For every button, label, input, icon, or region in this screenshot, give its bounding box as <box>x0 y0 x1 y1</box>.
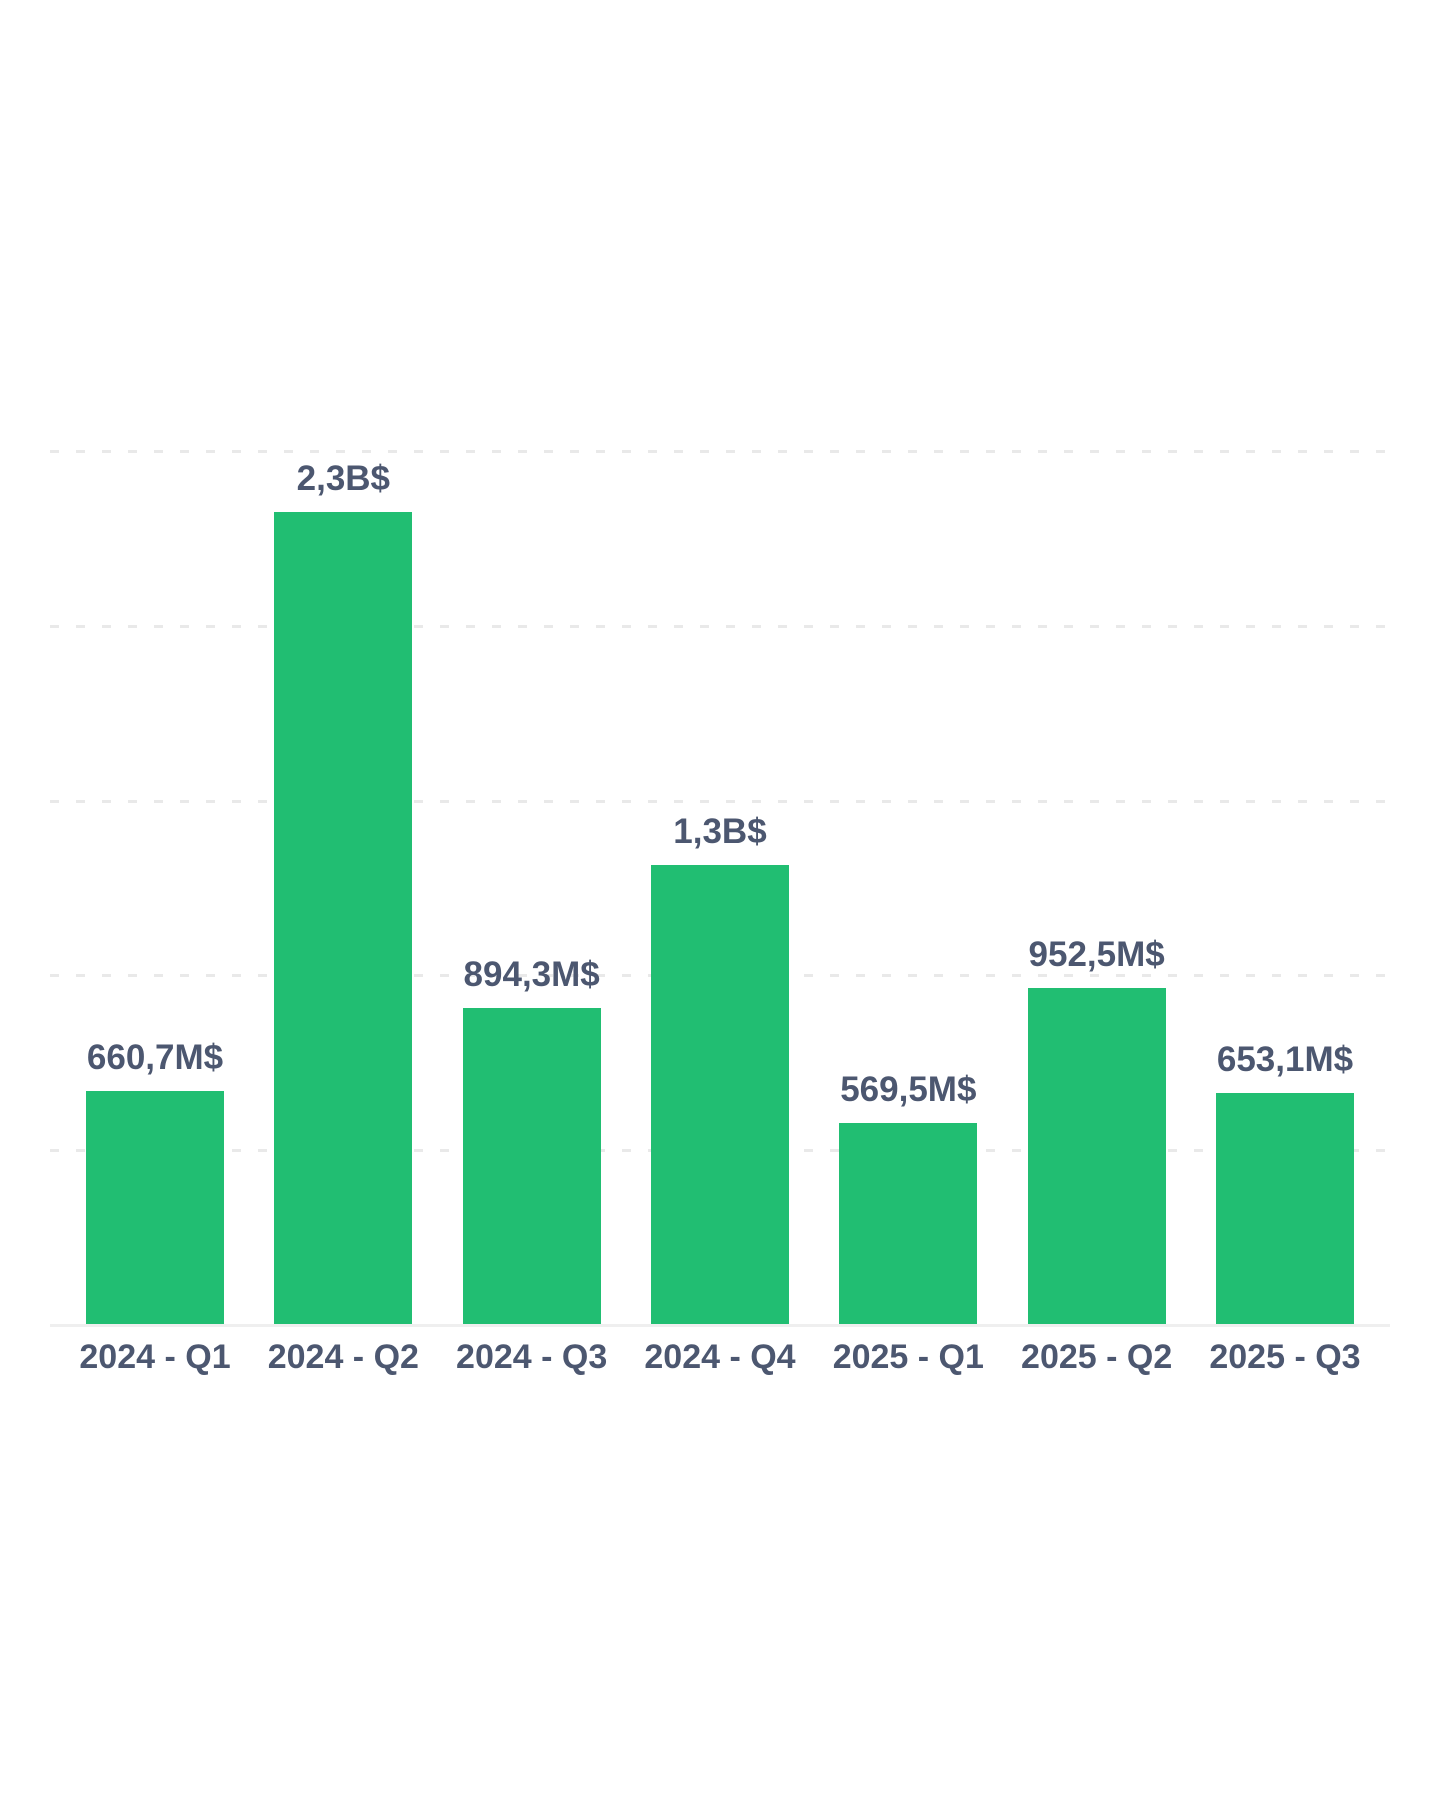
value-label: 2,3B$ <box>296 459 391 498</box>
bar-2024-Q3[interactable] <box>462 1008 601 1324</box>
value-label: 569,5M$ <box>840 1070 977 1109</box>
value-label: 653,1M$ <box>1216 1040 1354 1079</box>
bar-group: 894,3M$ <box>432 0 632 1324</box>
bar-group: 653,1M$ <box>1185 0 1385 1324</box>
bar-group: 952,5M$ <box>997 0 1197 1324</box>
x-axis-label: 2024 - Q2 <box>267 1338 419 1376</box>
bar-group: 660,7M$ <box>55 0 255 1324</box>
gridline-2000m <box>50 624 1390 628</box>
bar-2025-Q1[interactable] <box>839 1123 978 1324</box>
gridline-1500m <box>50 799 1390 803</box>
value-label: 952,5M$ <box>1028 935 1165 974</box>
bar-2024-Q2[interactable] <box>274 512 413 1324</box>
x-axis-label: 2025 - Q2 <box>1021 1338 1173 1376</box>
bar-2024-Q1[interactable] <box>86 1091 224 1324</box>
bar-group: 569,5M$ <box>808 0 1008 1324</box>
x-axis-label: 2024 - Q3 <box>456 1338 608 1376</box>
gridline-2500m <box>50 450 1390 453</box>
x-axis-label: 2024 - Q4 <box>644 1338 796 1376</box>
bar-group: 2,3B$ <box>243 0 443 1324</box>
x-axis-label: 2025 - Q3 <box>1209 1338 1361 1376</box>
x-axis-line <box>50 1324 1390 1327</box>
value-label: 894,3M$ <box>463 955 600 994</box>
x-axis-label: 2025 - Q1 <box>832 1338 984 1376</box>
x-axis-label: 2024 - Q1 <box>79 1338 231 1376</box>
bar-2025-Q2[interactable] <box>1027 988 1166 1324</box>
bar-group: 1,3B$ <box>620 0 820 1324</box>
bar-2024-Q4[interactable] <box>650 865 789 1324</box>
bar-2025-Q3[interactable] <box>1215 1093 1354 1324</box>
value-label: 660,7M$ <box>86 1038 224 1077</box>
value-label: 1,3B$ <box>673 812 767 851</box>
